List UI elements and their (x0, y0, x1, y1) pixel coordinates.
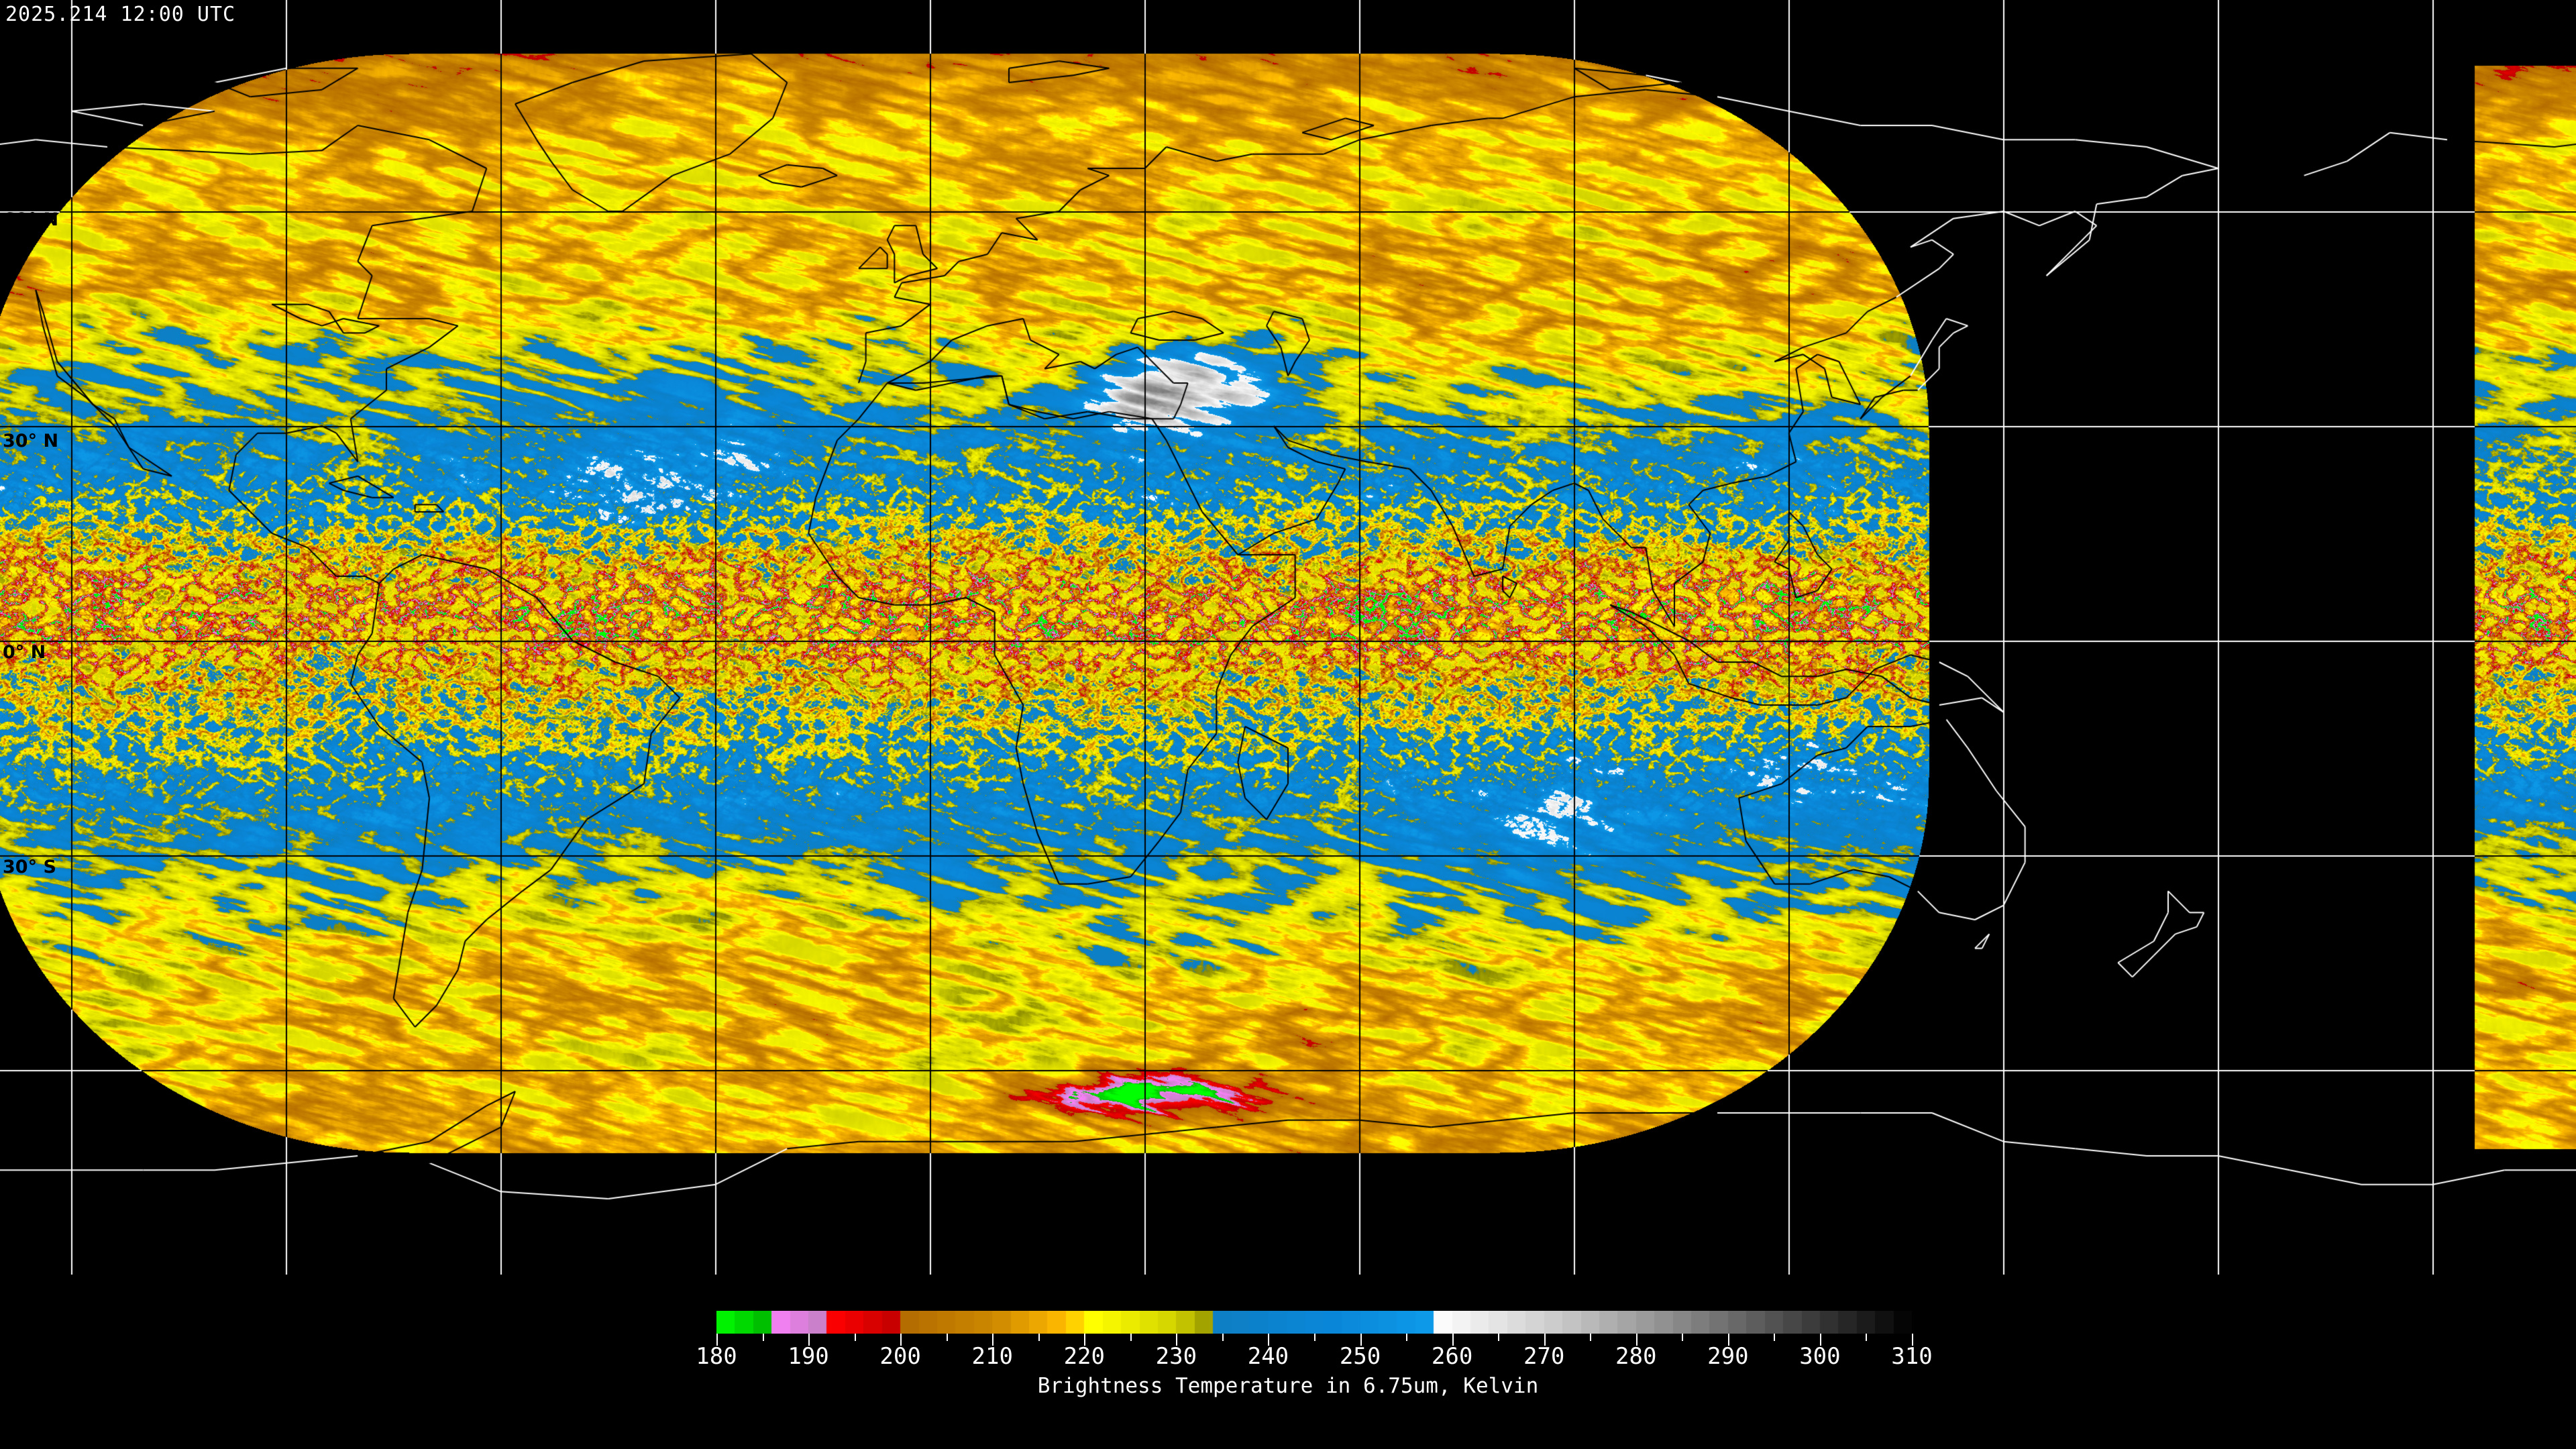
colorbar-tick-label: 210 (971, 1343, 1013, 1370)
colorbar-minor-tick (1498, 1334, 1500, 1341)
colorbar-minor-tick (1774, 1334, 1776, 1341)
colorbar-major-tick (716, 1334, 718, 1346)
colorbar-major-tick (1635, 1334, 1638, 1346)
colorbar-tick-label: 280 (1615, 1343, 1657, 1370)
colorbar-tick-labels: 180 190 200 210 220 230 240 250 260 270 280 290 300 3… (0, 1343, 2576, 1370)
colorbar-major-tick (1819, 1334, 1821, 1346)
colorbar-minor-tick (1866, 1334, 1868, 1341)
colorbar-minor-tick (1130, 1334, 1132, 1341)
colorbar-minor-tick (1682, 1334, 1684, 1341)
colorbar-tick-label: 180 (696, 1343, 737, 1370)
brightness-temperature-raster (0, 0, 2576, 1275)
colorbar-major-tick (900, 1334, 902, 1346)
timestamp-label: 2025.214 12:00 UTC (5, 3, 236, 26)
colorbar-caption: Brightness Temperature in 6.75um, Kelvin (1037, 1374, 1539, 1398)
colorbar-major-tick (1452, 1334, 1454, 1346)
colorbar-minor-tick (1314, 1334, 1316, 1341)
colorbar-tick-label: 300 (1799, 1343, 1841, 1370)
colorbar-tick-label: 290 (1707, 1343, 1749, 1370)
colorbar-minor-tick (1590, 1334, 1592, 1341)
colorbar-tick-label: 220 (1063, 1343, 1106, 1370)
colorbar-tick-label: 270 (1523, 1343, 1565, 1370)
colorbar-tick-label: 230 (1155, 1343, 1197, 1370)
colorbar-major-tick (1727, 1334, 1729, 1346)
colorbar-major-tick (1544, 1334, 1546, 1346)
colorbar-major-tick (1176, 1334, 1178, 1346)
colorbar-minor-tick (1406, 1334, 1408, 1341)
latitude-label: 30° S (3, 857, 56, 877)
colorbar-minor-tick (946, 1334, 948, 1341)
latitude-label: 60° N (3, 209, 59, 230)
colorbar-tick-label: 190 (788, 1343, 829, 1370)
colorbar-tick-label: 310 (1891, 1343, 1933, 1370)
colorbar-tick-label: 200 (879, 1343, 921, 1370)
colorbar-legend: 180 190 200 210 220 230 240 250 260 270 280 290 300 3… (0, 1301, 2576, 1449)
colorbar-major-tick (1084, 1334, 1086, 1346)
colorbar-major-tick (1360, 1334, 1362, 1346)
colorbar-minor-tick (854, 1334, 856, 1341)
colorbar-tick-label: 260 (1431, 1343, 1473, 1370)
latitude-label: 30° N (3, 431, 59, 451)
colorbar-tick-label: 250 (1339, 1343, 1381, 1370)
colorbar-major-tick (1268, 1334, 1270, 1346)
latitude-label: 0° N (3, 642, 46, 663)
latitude-label: 60° S (3, 1071, 56, 1092)
global-satellite-map[interactable] (0, 0, 2576, 1275)
colorbar-major-tick (992, 1334, 994, 1346)
colorbar-minor-tick (1222, 1334, 1224, 1341)
colorbar-minor-tick (762, 1334, 764, 1341)
colorbar-canvas (716, 1311, 1912, 1334)
colorbar-tick-label: 240 (1247, 1343, 1289, 1370)
colorbar-major-tick (1912, 1334, 1913, 1346)
colorbar-gradient-strip[interactable] (716, 1311, 1912, 1334)
colorbar-tick-marks (716, 1334, 1913, 1346)
colorbar-minor-tick (1038, 1334, 1040, 1341)
colorbar-major-tick (808, 1334, 810, 1346)
